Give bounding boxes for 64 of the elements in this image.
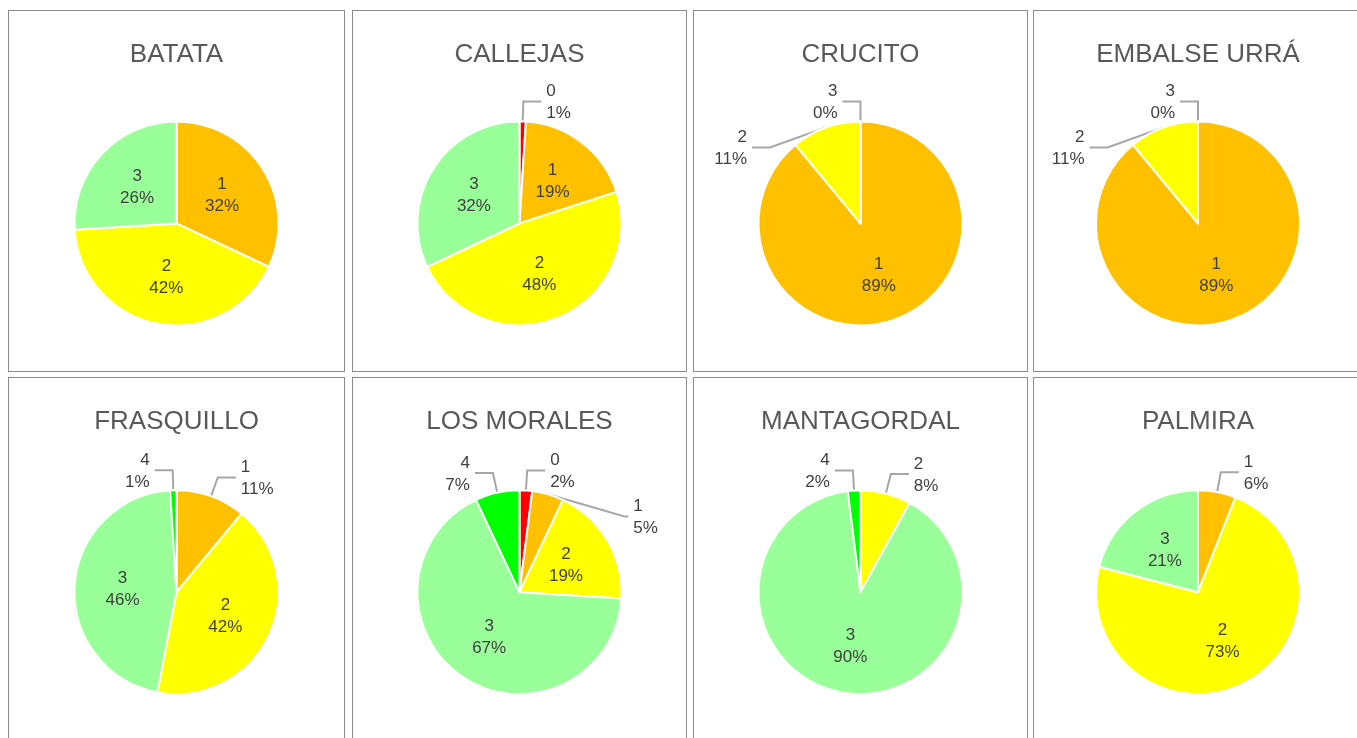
text: 0% bbox=[1150, 102, 1175, 122]
slice-label: 2 bbox=[737, 126, 748, 146]
slice-label: 3 bbox=[132, 165, 142, 185]
chart-title: PALMIRA bbox=[1141, 405, 1255, 435]
data-label: 89% bbox=[861, 275, 896, 295]
data-label: 67% bbox=[472, 638, 507, 658]
data-label: 11% bbox=[1051, 148, 1085, 168]
slice-label: 4 bbox=[140, 449, 150, 469]
data-label: 90% bbox=[833, 646, 868, 666]
slice-label: 4 bbox=[820, 449, 830, 469]
slice-label: 0 bbox=[546, 80, 556, 100]
data-label: 46% bbox=[105, 590, 140, 610]
slice-label: 1 bbox=[547, 160, 558, 180]
slice-label: 2 bbox=[1075, 126, 1085, 146]
slice-label: 3 bbox=[117, 568, 128, 588]
slice-label: 1 bbox=[1243, 451, 1254, 471]
data-label: 2% bbox=[805, 471, 830, 491]
slice-label: 1 bbox=[874, 253, 884, 273]
slice-label: 1 bbox=[1211, 253, 1222, 273]
slice-label: 2 bbox=[220, 594, 231, 614]
chart-title: CRUCITO bbox=[801, 38, 920, 68]
data-label: 32% bbox=[456, 195, 491, 215]
text: 0% bbox=[812, 102, 838, 122]
chart-title: LOS MORALES bbox=[426, 405, 613, 435]
data-label: 2% bbox=[550, 471, 575, 491]
slice-label: 3 bbox=[469, 173, 479, 193]
slice-label: 2 bbox=[534, 253, 545, 273]
chart-title: MANTAGORDAL bbox=[761, 405, 960, 435]
data-label: 89% bbox=[1199, 275, 1234, 295]
data-label: 32% bbox=[205, 195, 240, 215]
category-label: 3 bbox=[1165, 80, 1175, 100]
slice-label: 2 bbox=[561, 544, 571, 564]
data-label: 7% bbox=[445, 474, 470, 494]
slice-label: 1 bbox=[240, 456, 251, 476]
data-label: 26% bbox=[120, 187, 155, 207]
category-label: 3 bbox=[828, 80, 838, 100]
data-label: 1% bbox=[125, 471, 150, 491]
data-label: 11% bbox=[240, 478, 274, 498]
slice-label: 2 bbox=[913, 453, 924, 473]
data-label: 19% bbox=[535, 182, 570, 202]
slice-label: 1 bbox=[633, 495, 643, 515]
data-label: 42% bbox=[149, 277, 184, 297]
chart-title: BATATA bbox=[129, 38, 224, 68]
data-label: 73% bbox=[1205, 641, 1240, 661]
data-label: 8% bbox=[913, 475, 939, 495]
data-label: 6% bbox=[1243, 473, 1269, 493]
slice-label: 4 bbox=[460, 452, 470, 472]
slice-label: 3 bbox=[484, 616, 494, 636]
data-label: 19% bbox=[548, 566, 583, 586]
data-label: 1% bbox=[546, 102, 571, 122]
data-label: 42% bbox=[208, 616, 243, 636]
slice-label: 2 bbox=[1217, 619, 1228, 639]
slice-label: 0 bbox=[550, 449, 560, 469]
slice-label: 1 bbox=[217, 173, 227, 193]
data-label: 5% bbox=[633, 517, 658, 537]
chart-title: EMBALSE URRÁ bbox=[1096, 38, 1301, 68]
data-label: 48% bbox=[522, 275, 557, 295]
chart-title: FRASQUILLO bbox=[94, 405, 259, 435]
slice-label: 3 bbox=[1160, 529, 1170, 548]
slice-label: 3 bbox=[845, 624, 856, 644]
data-label: 11% bbox=[714, 148, 748, 168]
data-label: 21% bbox=[1147, 551, 1182, 570]
chart-title: CALLEJAS bbox=[454, 38, 585, 68]
slice-label: 2 bbox=[161, 255, 172, 275]
